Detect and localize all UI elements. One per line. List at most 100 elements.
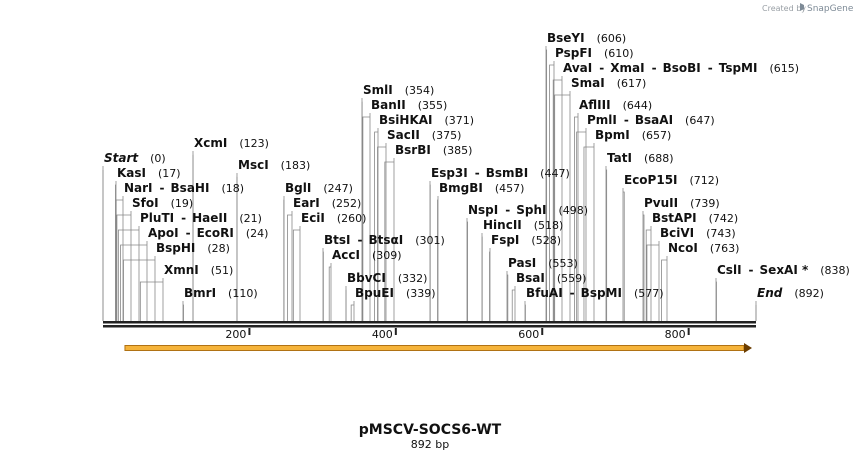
site-position-nspi: (498) [559, 204, 589, 217]
site-position-bstapi: (742) [709, 212, 739, 225]
enzyme-label-nari[interactable]: NarI [124, 181, 153, 195]
enzyme-label-tati[interactable]: TatI [607, 151, 632, 165]
orf-feature[interactable] [124, 343, 752, 353]
site-position-pluti: (21) [239, 212, 262, 225]
enzyme-label-apoi[interactable]: ApoI [148, 226, 179, 240]
site-position-fspi: (528) [531, 234, 561, 247]
enzyme-label-btsi[interactable]: BtsI [324, 233, 351, 247]
enzyme-label-bsahi[interactable]: BsaHI [171, 181, 210, 195]
site-position-bbvci: (332) [398, 272, 428, 285]
label-separator: - [570, 286, 575, 300]
enzyme-label-msci[interactable]: MscI [238, 158, 269, 172]
backbone-bottom-strand [103, 325, 756, 328]
enzyme-label-bsaai[interactable]: BsaAI [635, 113, 673, 127]
enzyme-label-sfoi[interactable]: SfoI [132, 196, 159, 210]
tick-label-800: 800 [665, 328, 686, 341]
enzyme-label-smai[interactable]: SmaI [571, 76, 605, 90]
leader-line-bsrbi [384, 161, 394, 321]
site-position-start: (0) [150, 152, 166, 165]
label-separator: - [475, 166, 480, 180]
enzyme-label-xmai[interactable]: XmaI [610, 61, 644, 75]
site-position-pmli: (647) [685, 114, 715, 127]
enzyme-label-banii[interactable]: BanII [371, 98, 406, 112]
site-position-bcivi: (743) [706, 227, 736, 240]
enzyme-label-pasi[interactable]: PasI [508, 256, 536, 270]
enzyme-label-bpmi[interactable]: BpmI [595, 128, 630, 142]
enzyme-label-bspmi[interactable]: BspMI [581, 286, 622, 300]
enzyme-label-bfuai[interactable]: BfuAI [526, 286, 563, 300]
enzyme-label-fspi[interactable]: FspI [491, 233, 519, 247]
leader-line-pluti [117, 229, 139, 321]
enzyme-label-haeii[interactable]: HaeII [192, 211, 227, 225]
backbone-top-strand [103, 321, 756, 324]
enzyme-label-bcivi[interactable]: BciVI [660, 226, 694, 240]
enzyme-label-end[interactable]: End [757, 286, 783, 300]
enzyme-label-tspmi[interactable]: TspMI [719, 61, 758, 75]
site-position-afliii: (644) [623, 99, 653, 112]
site-position-bsihkai: (371) [445, 114, 475, 127]
enzyme-label-bbvci[interactable]: BbvCI [347, 271, 386, 285]
enzyme-label-btsi[interactable]: BtsαI [369, 233, 404, 247]
orf-arrow-body[interactable] [124, 345, 745, 351]
enzyme-label-kasi[interactable]: KasI [117, 166, 146, 180]
enzyme-label-nspi[interactable]: NspI [468, 203, 498, 217]
enzyme-label-bsmbi[interactable]: BsmBI [486, 166, 528, 180]
site-position-csli: (838) [820, 264, 850, 277]
leader-line-bsphi [123, 259, 155, 321]
leader-line-bcivi [646, 244, 659, 321]
label-separator: - [624, 113, 629, 127]
enzyme-label-esp3i[interactable]: Esp3I [431, 166, 468, 180]
enzyme-label-xmni[interactable]: XmnI [164, 263, 199, 277]
enzyme-label-bsobi[interactable]: BsoBI [663, 61, 701, 75]
label-separator: - [749, 263, 754, 277]
snapgene-branding: Created by SnapGene [762, 3, 854, 14]
enzyme-label-csli[interactable]: CslI [717, 263, 742, 277]
enzyme-label-bseyi[interactable]: BseYI [547, 31, 585, 45]
enzyme-label-eari[interactable]: EarI [293, 196, 320, 210]
enzyme-label-pmli[interactable]: PmlI [587, 113, 617, 127]
enzyme-label-bsrbi[interactable]: BsrBI [395, 143, 431, 157]
enzyme-label-afliii[interactable]: AflIII [579, 98, 611, 112]
enzyme-label-bmgbi[interactable]: BmgBI [439, 181, 483, 195]
enzyme-label-bsihkai[interactable]: BsiHKAI [379, 113, 433, 127]
enzyme-label-ecii[interactable]: EciI [301, 211, 325, 225]
enzyme-label-pvuii[interactable]: PvuII [644, 196, 678, 210]
site-position-ncoi: (763) [710, 242, 740, 255]
enzyme-label-ncoi[interactable]: NcoI [668, 241, 698, 255]
enzyme-label-bsai[interactable]: BsaI [516, 271, 545, 285]
leader-line-sfoi [116, 214, 131, 321]
site-position-smli: (354) [405, 84, 435, 97]
enzyme-label-bpuei[interactable]: BpuEI [355, 286, 394, 300]
enzyme-label-pluti[interactable]: PluTI [140, 211, 174, 225]
site-position-tati: (688) [644, 152, 674, 165]
site-position-bpuei: (339) [406, 287, 436, 300]
enzyme-label-acci[interactable]: AccI [332, 248, 360, 262]
site-position-bfuai: (577) [634, 287, 664, 300]
enzyme-label-sexai[interactable]: SexAI * [760, 263, 809, 277]
enzyme-label-bstapi[interactable]: BstAPI [652, 211, 697, 225]
leader-line-acci [328, 266, 331, 321]
enzyme-label-bmri[interactable]: BmrI [184, 286, 216, 300]
enzyme-label-pspfi[interactable]: PspFI [555, 46, 592, 60]
orf-arrow-head[interactable] [744, 343, 752, 353]
site-position-bseyi: (606) [597, 32, 627, 45]
leader-line-pmli [576, 131, 586, 321]
enzyme-label-bsphi[interactable]: BspHI [156, 241, 195, 255]
label-separator: - [708, 61, 713, 75]
enzyme-label-sphi[interactable]: SphI [516, 203, 546, 217]
enzyme-label-hincii[interactable]: HincII [483, 218, 522, 232]
enzyme-label-sacii[interactable]: SacII [387, 128, 420, 142]
enzyme-label-bgli[interactable]: BglI [285, 181, 311, 195]
site-position-ecop15i: (712) [690, 174, 720, 187]
leader-line-ncoi [661, 259, 667, 321]
enzyme-label-start[interactable]: Start [104, 151, 139, 165]
leader-line-nari [115, 199, 123, 321]
enzyme-label-avai[interactable]: AvaI [563, 61, 592, 75]
enzyme-label-xcmi[interactable]: XcmI [194, 136, 227, 150]
enzyme-label-ecop15i[interactable]: EcoP15I [624, 173, 678, 187]
leader-line-xmni [139, 281, 163, 321]
leader-line-sacii [377, 146, 386, 321]
enzyme-label-smli[interactable]: SmlI [363, 83, 393, 97]
enzyme-label-ecori[interactable]: EcoRI [197, 226, 234, 240]
